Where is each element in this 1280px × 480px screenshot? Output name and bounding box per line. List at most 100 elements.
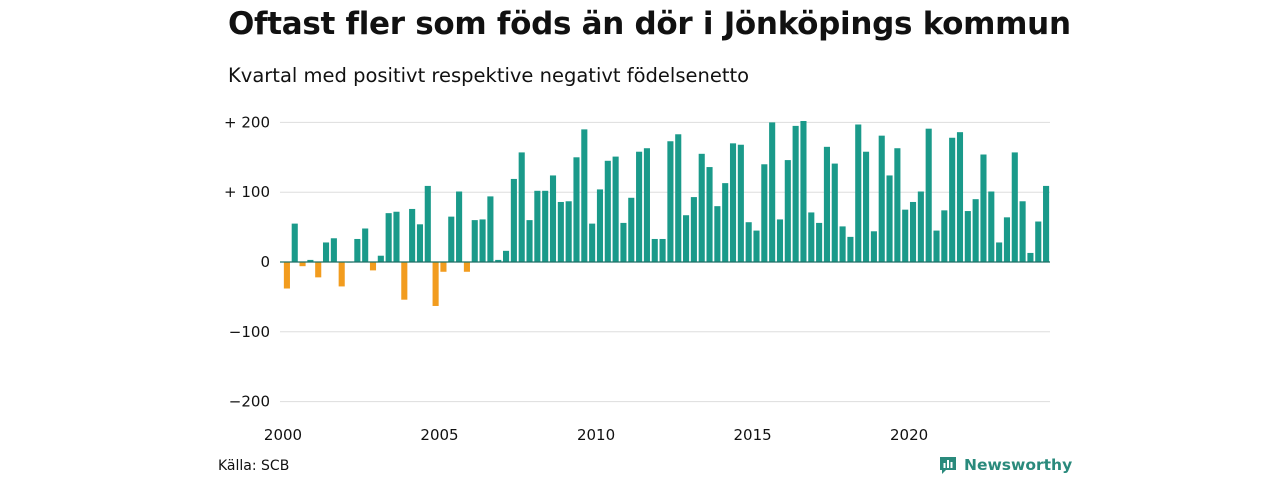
x-tick-label: 2010 xyxy=(577,426,615,444)
bar xyxy=(886,175,893,262)
y-axis: + 200 + 100 0 −100 −200 xyxy=(224,113,270,410)
newsworthy-logo-icon xyxy=(940,457,956,474)
bar xyxy=(729,143,737,262)
bar xyxy=(683,215,690,262)
bar xyxy=(604,160,611,262)
bar xyxy=(416,224,424,262)
bar xyxy=(596,189,604,262)
bar xyxy=(409,208,416,262)
bar xyxy=(706,167,713,262)
x-tick-label: 2020 xyxy=(890,426,928,444)
bar xyxy=(800,121,807,262)
bar xyxy=(620,222,627,262)
bar xyxy=(823,146,830,262)
bar xyxy=(495,259,502,262)
bar xyxy=(589,223,596,262)
bar xyxy=(1003,217,1010,262)
bar xyxy=(847,236,854,262)
bar xyxy=(612,156,619,262)
bar xyxy=(456,191,463,262)
bar xyxy=(753,230,760,262)
x-axis: 2000 2005 2010 2015 2020 xyxy=(264,426,928,444)
bar xyxy=(1027,252,1034,262)
bar xyxy=(393,211,400,262)
bar xyxy=(784,160,791,262)
bar xyxy=(878,135,885,262)
bar xyxy=(424,185,431,262)
bar xyxy=(925,128,932,262)
y-tick-label: 0 xyxy=(260,253,270,271)
bars xyxy=(283,121,1050,306)
bar xyxy=(816,222,823,262)
bar xyxy=(761,164,768,262)
bar xyxy=(503,250,510,262)
bar xyxy=(299,262,306,267)
bar xyxy=(722,183,729,262)
bar xyxy=(573,157,580,262)
bar xyxy=(534,190,541,262)
bar xyxy=(949,137,956,262)
bar xyxy=(581,129,588,262)
bar xyxy=(322,242,330,262)
bar xyxy=(315,262,322,278)
bar xyxy=(808,212,815,262)
bar xyxy=(471,220,478,262)
bar xyxy=(463,262,470,272)
source-note: Källa: SCB xyxy=(218,458,290,474)
bar xyxy=(651,238,658,262)
bar xyxy=(354,238,361,262)
bar xyxy=(776,219,784,262)
bar xyxy=(628,197,635,262)
bar xyxy=(643,148,650,262)
bar xyxy=(894,148,901,262)
chart-title: Oftast fler som föds än dör i Jönköpings… xyxy=(228,6,1071,42)
bar xyxy=(964,211,971,262)
bar xyxy=(549,175,557,262)
bar xyxy=(792,125,799,262)
bar xyxy=(1035,221,1042,262)
y-tick-label: + 200 xyxy=(224,113,270,131)
bar xyxy=(565,201,572,262)
bar xyxy=(432,262,439,306)
bar xyxy=(448,216,455,262)
y-tick-label: −200 xyxy=(229,393,270,411)
bar xyxy=(1011,152,1018,262)
bar xyxy=(1043,185,1050,262)
bar xyxy=(526,220,533,262)
bar xyxy=(487,196,494,262)
bar xyxy=(917,191,924,262)
bar xyxy=(542,190,549,262)
bar xyxy=(831,163,838,262)
y-tick-label: −100 xyxy=(229,323,270,341)
bar xyxy=(769,122,776,263)
bar xyxy=(401,262,408,300)
bar xyxy=(479,219,486,262)
bar xyxy=(933,230,940,262)
bar xyxy=(909,201,917,262)
x-tick-label: 2015 xyxy=(733,426,771,444)
bar xyxy=(988,191,995,262)
y-tick-label: + 100 xyxy=(224,183,270,201)
bar xyxy=(557,201,564,262)
bar xyxy=(291,223,298,262)
bar xyxy=(377,255,384,262)
bar xyxy=(307,259,314,262)
bar xyxy=(714,206,721,262)
bar xyxy=(385,213,392,262)
bar xyxy=(839,226,846,262)
bar xyxy=(941,210,948,262)
bar xyxy=(518,152,525,262)
bar xyxy=(369,262,377,271)
bar xyxy=(863,151,870,262)
bar xyxy=(338,262,345,287)
bar xyxy=(745,222,752,262)
brand-name: Newsworthy xyxy=(964,456,1073,474)
bar xyxy=(283,262,290,289)
x-tick-label: 2005 xyxy=(420,426,458,444)
bar xyxy=(737,144,744,262)
bar xyxy=(675,134,682,262)
bar xyxy=(855,124,862,263)
bar xyxy=(996,242,1003,262)
bar xyxy=(690,197,697,262)
bar xyxy=(659,238,666,262)
